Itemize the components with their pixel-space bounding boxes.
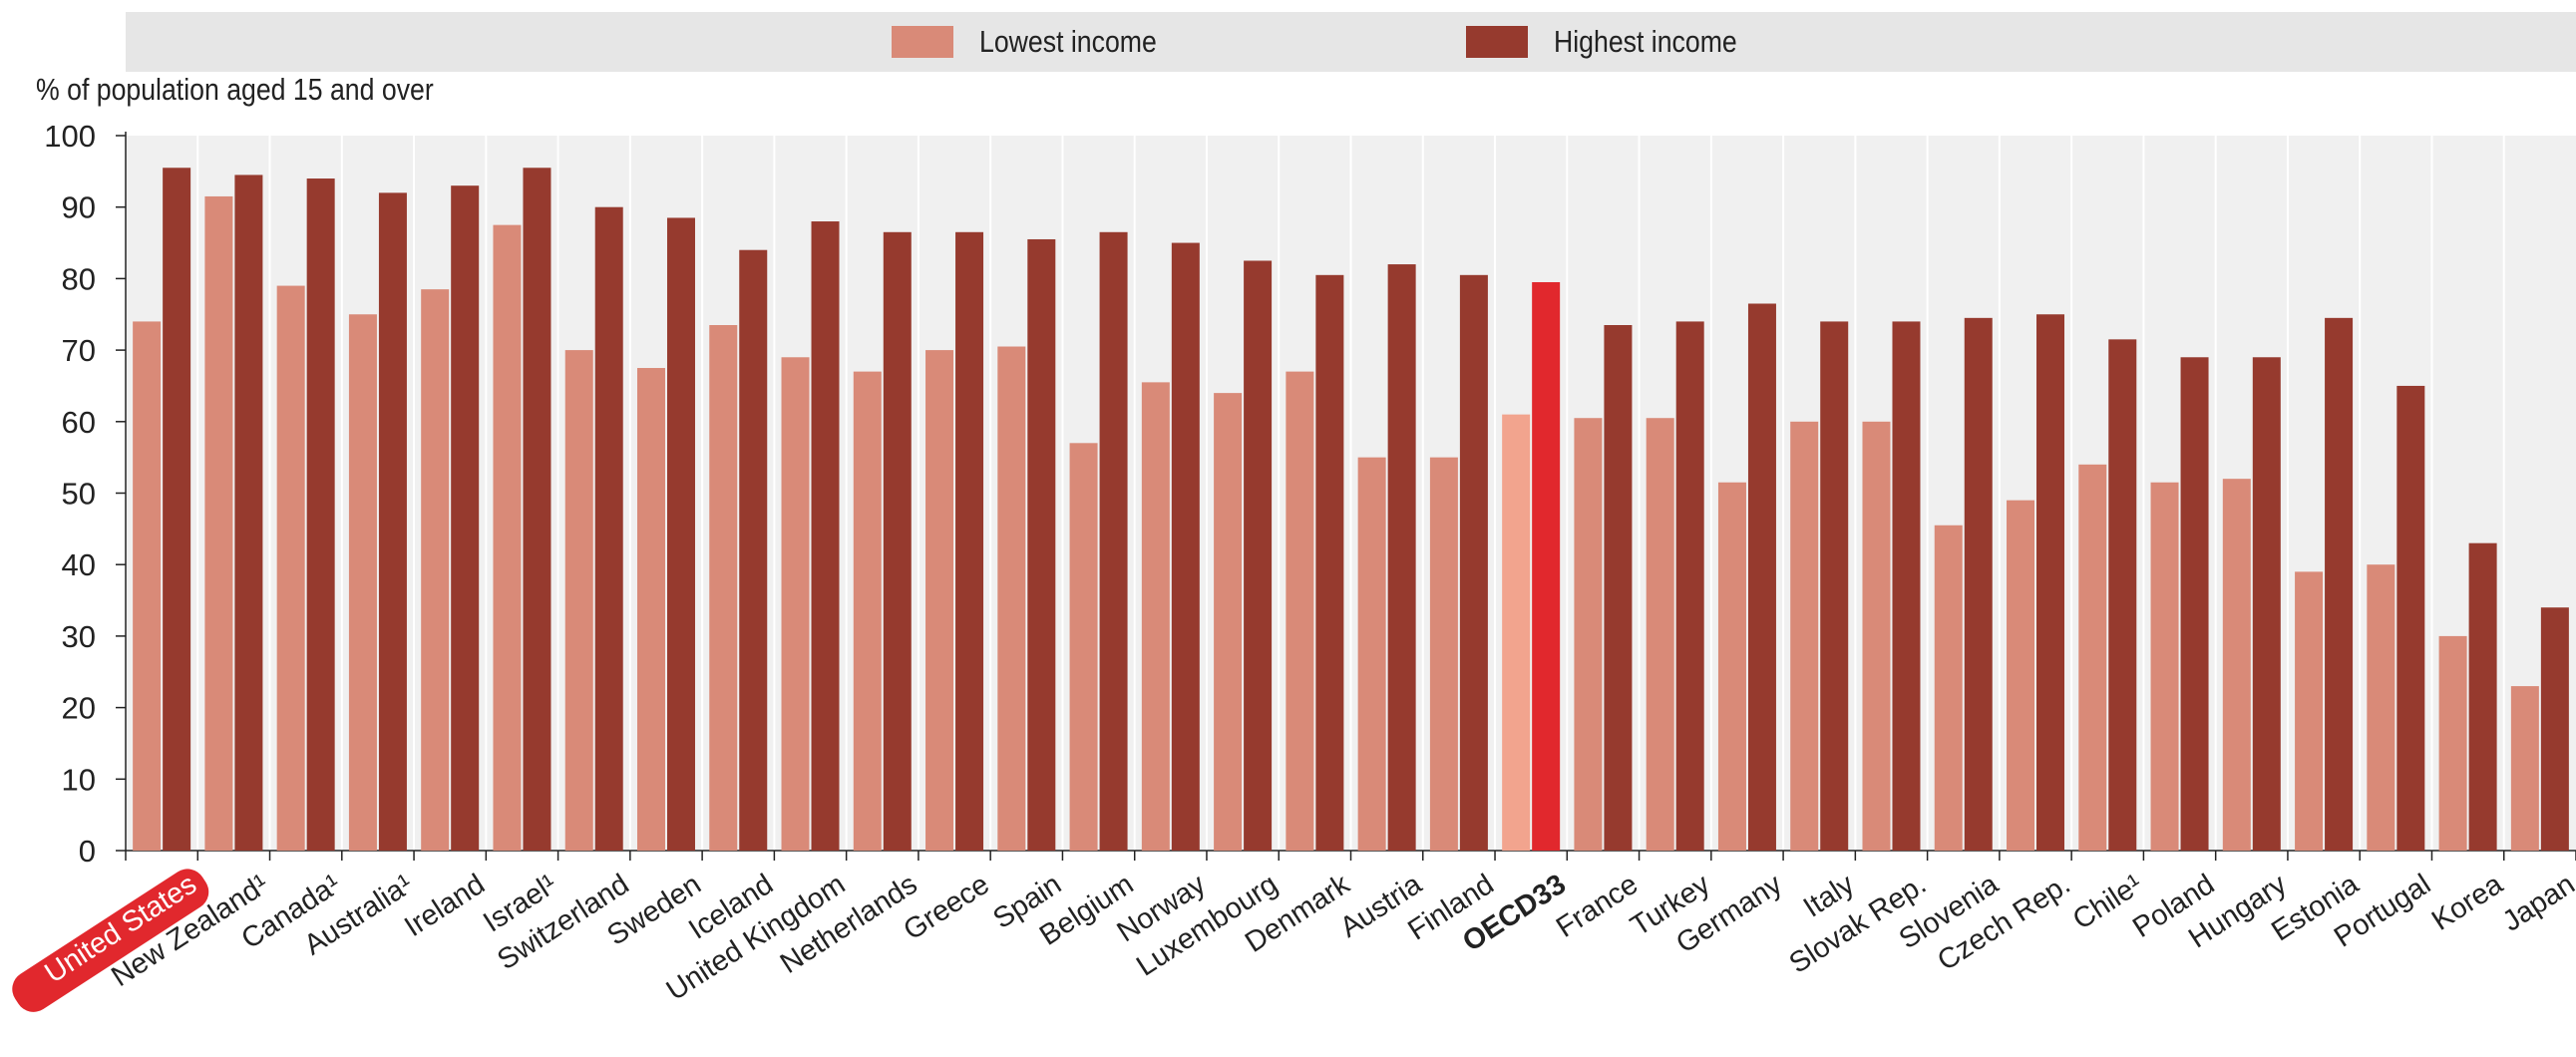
- bar-highest-income: [2036, 314, 2065, 851]
- y-tick-label: 70: [62, 333, 96, 368]
- legend-label-lowest: Lowest income: [979, 24, 1157, 59]
- legend-item-lowest: Lowest income: [892, 12, 1186, 72]
- bar-lowest-income: [2367, 564, 2395, 851]
- bar-lowest-income: [2510, 686, 2539, 851]
- x-tick-label: Japan: [2497, 869, 2576, 938]
- bar-lowest-income: [1141, 382, 1170, 851]
- bar-lowest-income: [204, 195, 233, 851]
- bar-lowest-income: [1502, 414, 1531, 851]
- bar-lowest-income: [2295, 571, 2324, 851]
- bar-highest-income: [1532, 281, 1561, 851]
- bar-highest-income: [1459, 274, 1488, 851]
- legend-item-highest: Highest income: [1466, 12, 1767, 72]
- category-label: Korea: [2426, 868, 2509, 936]
- y-tick-label: 20: [62, 691, 96, 726]
- bar-highest-income: [1171, 242, 1200, 852]
- category-label: Japan: [2497, 869, 2576, 938]
- y-tick-label: 50: [62, 477, 96, 512]
- bar-lowest-income: [1646, 418, 1674, 851]
- y-axis-label: % of population aged 15 and over: [36, 72, 434, 107]
- bar-lowest-income: [1790, 421, 1819, 851]
- bar-lowest-income: [1934, 525, 1963, 851]
- x-tick-label: France: [1551, 869, 1644, 944]
- bar-lowest-income: [421, 289, 450, 851]
- bar-lowest-income: [1357, 457, 1386, 851]
- bar-highest-income: [955, 231, 984, 852]
- bar-lowest-income: [1286, 371, 1314, 851]
- y-tick-label: 100: [44, 119, 96, 154]
- bar-lowest-income: [1574, 418, 1603, 851]
- category-label: France: [1551, 869, 1644, 944]
- y-tick-label: 10: [62, 762, 96, 797]
- bar-lowest-income: [493, 224, 522, 851]
- bar-highest-income: [2468, 542, 2497, 851]
- legend: Lowest income Highest income: [126, 12, 2576, 72]
- bar-lowest-income: [1429, 457, 1458, 851]
- x-tick-label: Korea: [2426, 868, 2509, 936]
- bar-highest-income: [2252, 357, 2281, 851]
- bar-lowest-income: [564, 350, 593, 851]
- legend-label-highest: Highest income: [1554, 24, 1737, 59]
- bar-lowest-income: [781, 357, 810, 851]
- bar-lowest-income: [1069, 443, 1098, 851]
- bar-lowest-income: [1862, 421, 1891, 851]
- x-tick-label: Ireland: [399, 869, 491, 943]
- bar-lowest-income: [133, 321, 162, 851]
- bar-highest-income: [1820, 321, 1849, 851]
- bar-lowest-income: [925, 350, 954, 851]
- bar-highest-income: [1964, 317, 1993, 852]
- legend-swatch-lowest: [892, 26, 953, 58]
- category-label: Ireland: [399, 869, 491, 943]
- bar-highest-income: [1387, 264, 1416, 851]
- bar-lowest-income: [276, 285, 305, 851]
- bar-lowest-income: [2007, 500, 2035, 851]
- bar-highest-income: [1892, 321, 1921, 851]
- bar-lowest-income: [2222, 479, 2251, 851]
- legend-swatch-highest: [1466, 26, 1528, 58]
- highlight-badge: [12, 869, 209, 1012]
- bar-highest-income: [2108, 339, 2137, 852]
- bar-highest-income: [2180, 357, 2209, 851]
- bar-highest-income: [1315, 274, 1344, 851]
- bar-lowest-income: [2438, 635, 2467, 851]
- bar-lowest-income: [1214, 393, 1243, 851]
- bar-lowest-income: [1717, 482, 1746, 851]
- bar-highest-income: [2325, 317, 2354, 852]
- bar-highest-income: [594, 206, 623, 851]
- bar-lowest-income: [997, 346, 1026, 851]
- bar-highest-income: [1747, 303, 1776, 851]
- y-tick-label: 80: [62, 261, 96, 296]
- bar-highest-income: [523, 168, 552, 851]
- bar-highest-income: [1604, 325, 1633, 851]
- bar-lowest-income: [853, 371, 882, 851]
- bar-highest-income: [378, 192, 407, 852]
- bar-highest-income: [1099, 231, 1128, 852]
- bar-highest-income: [811, 221, 840, 852]
- bar-highest-income: [739, 249, 768, 852]
- bar-highest-income: [1675, 321, 1704, 851]
- bar-highest-income: [2396, 385, 2425, 851]
- y-tick-label: 90: [62, 190, 96, 225]
- y-tick-label: 40: [62, 547, 96, 582]
- y-tick-label: 0: [79, 834, 96, 869]
- bar-highest-income: [1027, 238, 1056, 852]
- y-tick-label: 30: [62, 619, 96, 654]
- bar-highest-income: [163, 168, 191, 851]
- bar-lowest-income: [2150, 482, 2179, 851]
- bar-highest-income: [451, 185, 480, 851]
- bar-lowest-income: [636, 368, 665, 851]
- bar-lowest-income: [709, 325, 738, 851]
- y-tick-label: 60: [62, 405, 96, 440]
- bar-highest-income: [883, 231, 912, 852]
- bar-lowest-income: [348, 314, 377, 851]
- bar-highest-income: [306, 178, 335, 851]
- bar-lowest-income: [2078, 464, 2107, 851]
- bar-highest-income: [234, 175, 263, 851]
- bar-highest-income: [2540, 607, 2569, 851]
- bar-highest-income: [666, 217, 695, 851]
- bar-highest-income: [1244, 260, 1273, 852]
